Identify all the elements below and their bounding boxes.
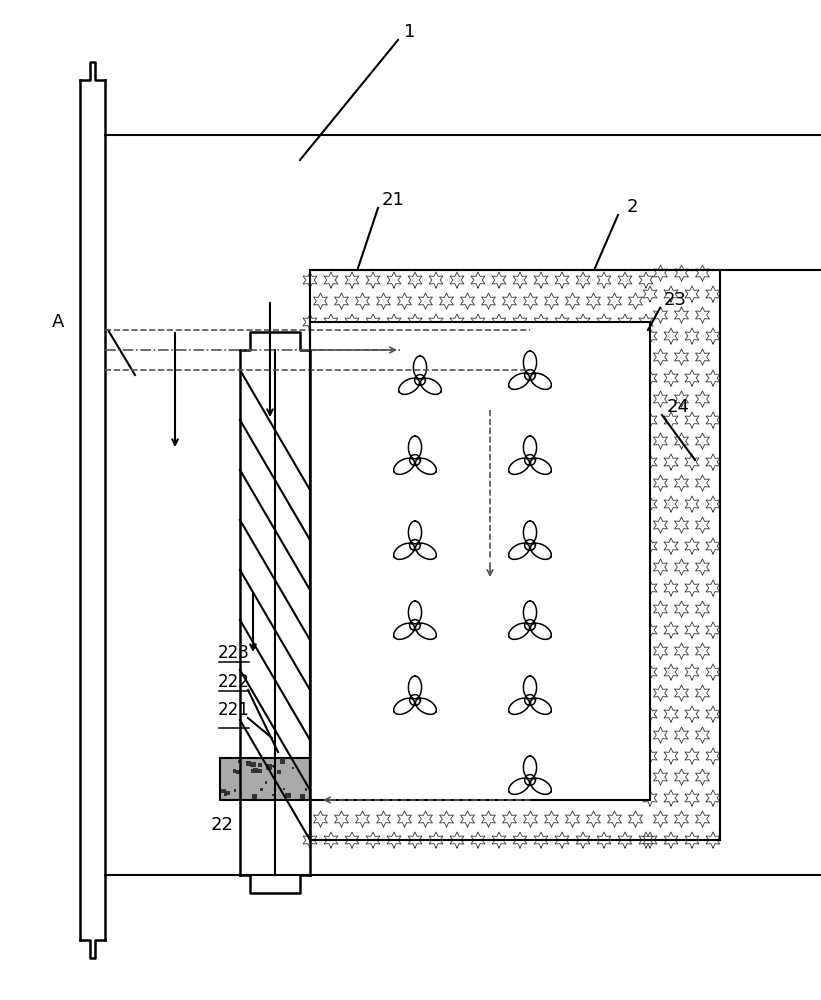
Text: 21: 21 bbox=[382, 191, 405, 209]
Bar bbox=[279, 758, 286, 764]
Bar bbox=[236, 770, 241, 774]
Text: 222: 222 bbox=[218, 673, 250, 691]
Bar bbox=[260, 788, 263, 791]
Bar bbox=[310, 320, 650, 800]
Bar bbox=[233, 769, 236, 773]
Bar bbox=[277, 770, 281, 774]
Text: 22: 22 bbox=[210, 816, 233, 834]
Text: 223: 223 bbox=[218, 644, 250, 662]
Bar bbox=[272, 765, 274, 767]
Bar bbox=[221, 789, 226, 793]
Bar bbox=[251, 769, 255, 773]
Bar bbox=[265, 781, 268, 784]
Text: 2: 2 bbox=[626, 198, 638, 216]
Bar bbox=[238, 760, 241, 763]
Bar bbox=[257, 769, 262, 773]
Bar bbox=[291, 767, 294, 769]
Bar bbox=[305, 788, 307, 791]
Bar bbox=[250, 762, 256, 767]
Bar bbox=[246, 761, 251, 766]
Text: 24: 24 bbox=[667, 398, 690, 416]
Bar bbox=[253, 768, 259, 773]
Bar bbox=[224, 793, 227, 796]
Bar bbox=[273, 765, 275, 768]
Bar bbox=[274, 771, 277, 774]
Bar bbox=[220, 758, 310, 800]
Bar bbox=[258, 763, 262, 767]
Bar bbox=[266, 764, 272, 770]
Text: 23: 23 bbox=[663, 291, 686, 309]
Text: 221: 221 bbox=[218, 701, 250, 719]
Bar bbox=[310, 322, 650, 800]
Bar bbox=[234, 789, 236, 792]
Bar bbox=[226, 791, 230, 795]
Bar bbox=[252, 794, 257, 799]
Bar bbox=[300, 794, 305, 799]
Bar bbox=[283, 788, 286, 790]
Bar bbox=[272, 794, 274, 796]
Bar bbox=[286, 793, 291, 798]
Bar bbox=[310, 270, 720, 840]
Text: 1: 1 bbox=[404, 23, 415, 41]
Text: A: A bbox=[52, 313, 64, 331]
